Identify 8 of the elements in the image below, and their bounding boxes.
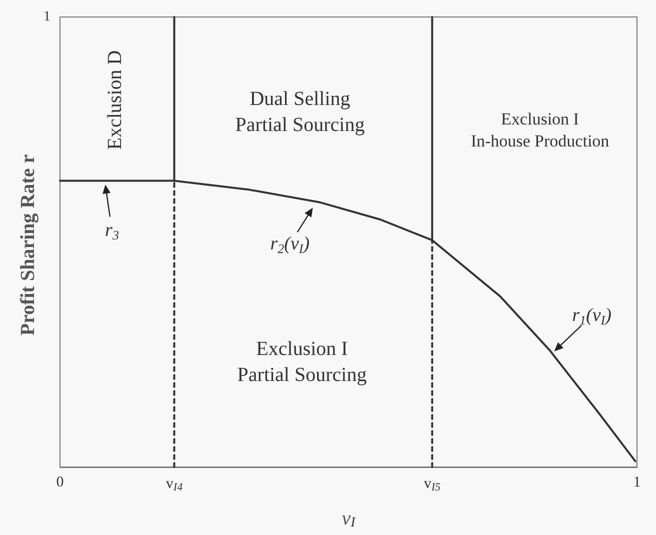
- annotation: Exclusion I Partial Sourcing: [237, 338, 367, 386]
- annotation: Exclusion I In-house Production: [470, 109, 610, 151]
- annotation: Exclusion D: [104, 50, 126, 150]
- y-axis-title: Profit Sharing Rate r: [17, 154, 39, 336]
- annotation: Dual Selling Partial Sourcing: [235, 88, 365, 136]
- text: 1: [44, 10, 50, 24]
- x-tick-label: 1: [633, 474, 641, 490]
- x-tick-label: 0: [56, 474, 64, 490]
